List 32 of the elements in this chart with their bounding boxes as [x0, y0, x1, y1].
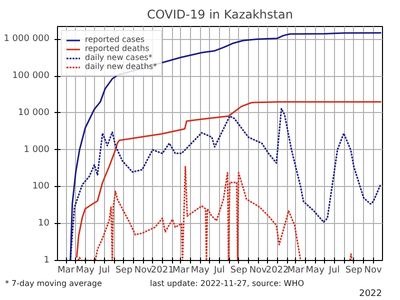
x-tick-label: Nov: [364, 266, 383, 276]
x-tick-label: May: [76, 266, 96, 276]
x-tick-label: May: [190, 266, 210, 276]
y-tick-label: 1: [44, 256, 50, 266]
x-tick-label: Sep: [230, 266, 248, 276]
legend-label: reported deaths: [85, 44, 150, 53]
text: 2022: [359, 288, 382, 300]
legend-label: daily new cases*: [85, 53, 152, 62]
x-tick-label: 2022: [266, 266, 289, 276]
y-tick-label: 1 000: [24, 144, 50, 155]
x-tick-label: 2021: [150, 266, 174, 276]
x-tick-label: Jul: [98, 266, 110, 276]
x-tick-label: Mar: [172, 266, 190, 276]
x-tick-label: Mar: [58, 266, 75, 276]
y-tick-label: 100 000: [12, 71, 50, 82]
y-tick-label: 100: [32, 182, 50, 192]
chart-title: COVID-19 in Kazakhstan: [147, 8, 293, 22]
x-tick-label: Sep: [345, 266, 363, 276]
text: * 7-day moving average: [5, 278, 102, 290]
legend-label: reported cases: [85, 35, 145, 44]
text: last update: 2022-11-27, source: WHO: [150, 278, 304, 290]
x-tick-label: Sep: [115, 266, 133, 276]
x-tick-label: Nov: [134, 266, 153, 276]
x-tick-label: Nov: [249, 266, 268, 276]
y-tick-label: 10: [38, 218, 50, 229]
y-tick-label: 1 000 000: [4, 34, 50, 44]
y-tick-label: 10 000: [18, 108, 50, 118]
x-tick-label: Jul: [212, 266, 225, 276]
legend-label: daily new deaths*: [85, 62, 158, 71]
x-tick-label: Mar: [287, 266, 305, 276]
x-tick-label: Jul: [328, 266, 340, 276]
x-tick-label: May: [306, 266, 326, 276]
